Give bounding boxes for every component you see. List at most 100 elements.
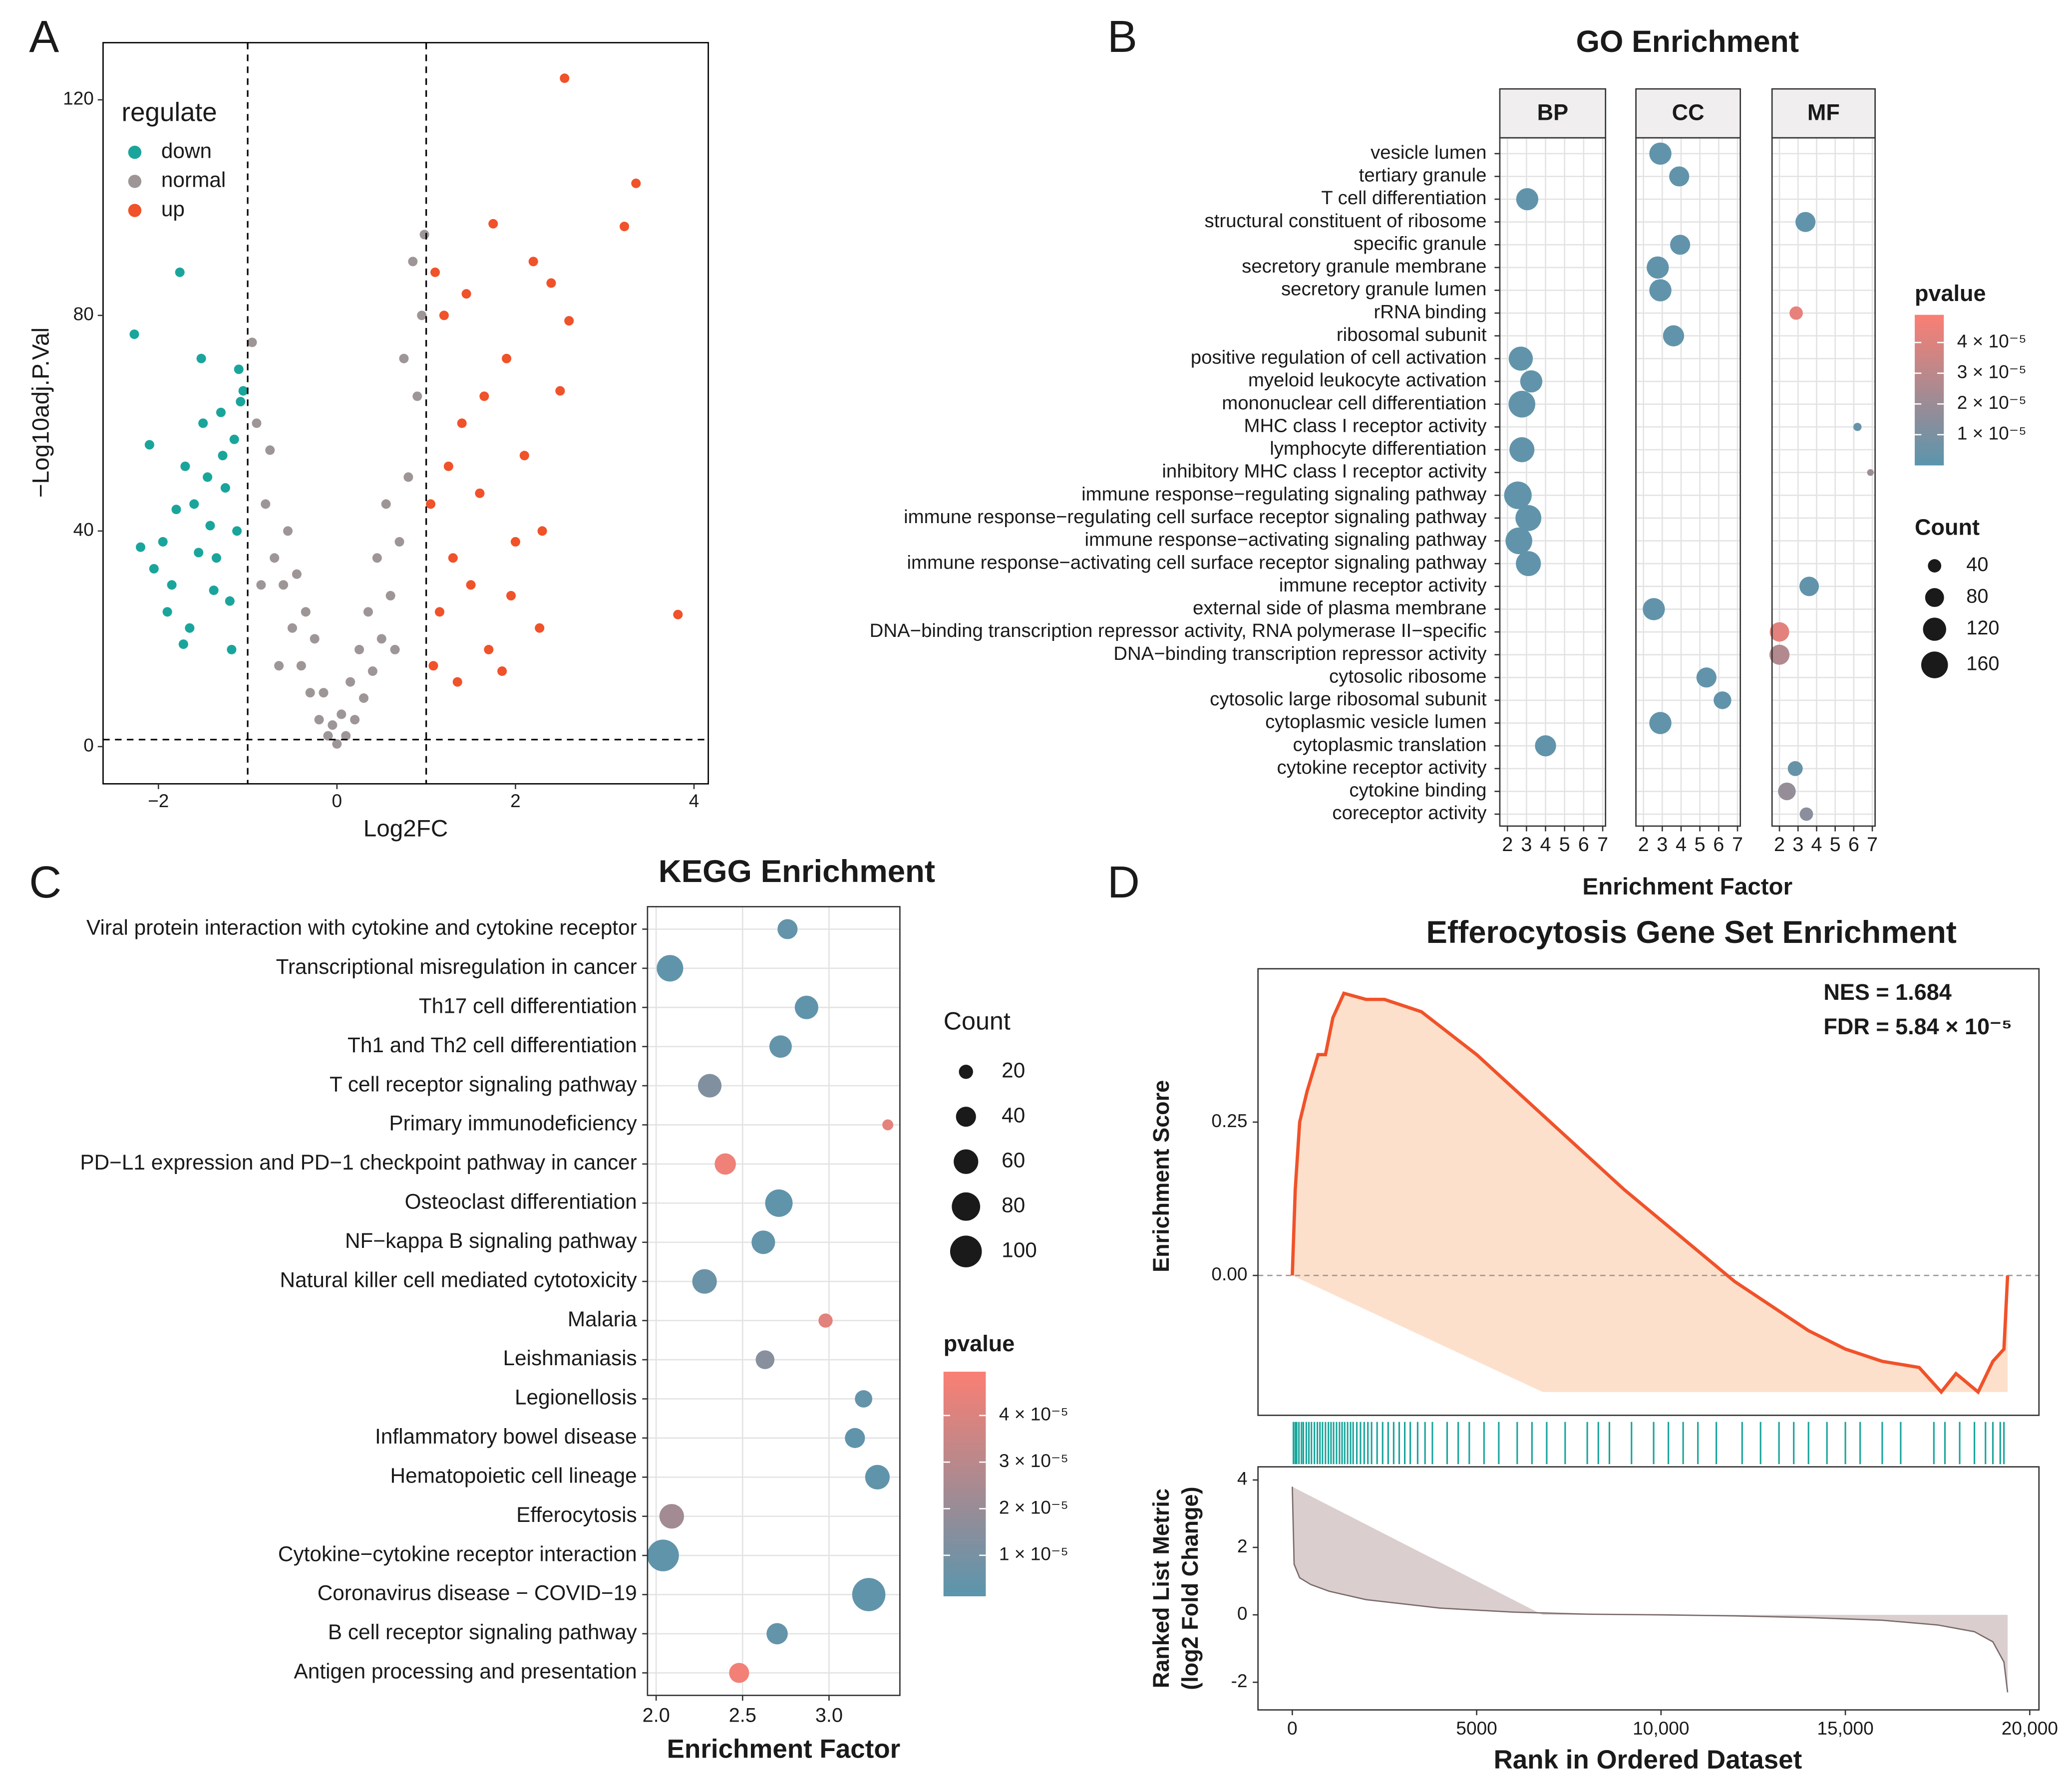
point [175, 267, 185, 278]
point [620, 222, 630, 232]
y-tick-label: immune response−regulating cell surface … [904, 506, 1487, 528]
dot [1520, 370, 1543, 393]
panel-letter: A [29, 12, 59, 62]
point [292, 569, 302, 579]
point [232, 526, 242, 536]
dot [865, 1465, 890, 1489]
point [497, 666, 507, 676]
dot [1649, 712, 1672, 734]
colorbar-label: 2 × 10⁻⁵ [1957, 392, 2027, 413]
y-tick-label: 4 [1237, 1468, 1248, 1489]
point [564, 316, 574, 326]
point [332, 739, 342, 749]
point [555, 386, 565, 396]
colorbar [1915, 314, 1944, 466]
y-tick-label: 40 [73, 519, 94, 540]
plot-frame [1257, 968, 2040, 1416]
y-tick-label: immune receptor activity [1279, 575, 1487, 596]
dot [882, 1119, 894, 1131]
facet-strip [1771, 88, 1876, 139]
dot [1853, 423, 1862, 431]
point [270, 553, 280, 563]
dot [1663, 325, 1685, 347]
y-tick-label: cytosolic ribosome [1329, 665, 1487, 687]
point [185, 623, 195, 633]
y-tick-label: Primary immunodeficiency [389, 1112, 637, 1135]
dot [845, 1428, 865, 1448]
legend-swatch [1925, 588, 1944, 607]
y-tick-label: cytokine receptor activity [1277, 757, 1487, 778]
x-tick-label: 20,000 [2002, 1718, 2058, 1739]
y-tick-label: 2 [1237, 1535, 1248, 1556]
y-tick-label: Th17 cell differentiation [419, 994, 637, 1017]
dot [1778, 782, 1796, 801]
y-tick-label: lymphocyte differentiation [1270, 438, 1486, 459]
dot [1504, 481, 1532, 509]
point [488, 219, 498, 229]
dot [765, 1189, 793, 1217]
x-tick-label: 15,000 [1817, 1718, 1873, 1739]
metric-area-shade [1292, 1486, 2008, 1693]
panel-letter: D [1107, 858, 1140, 907]
colorbar [943, 1372, 986, 1596]
point [256, 580, 266, 590]
y-tick-label: MHC class I receptor activity [1244, 415, 1487, 436]
metric-line [1292, 1486, 2009, 1693]
point [274, 661, 284, 671]
legend-swatch [128, 204, 142, 217]
chart-title: KEGG Enrichment [659, 854, 935, 889]
point [502, 353, 512, 363]
x-tick-label: 7 [1732, 834, 1743, 856]
y-tick-label: DNA−binding transcription repressor acti… [870, 620, 1487, 641]
annotation: NES = 1.684 [1823, 979, 1951, 1005]
x-tick-label: 4 [1676, 834, 1687, 856]
point [439, 310, 449, 320]
dot [1643, 598, 1665, 620]
point [390, 644, 400, 654]
facet-panel [1636, 138, 1740, 826]
dot [659, 1504, 684, 1529]
x-tick-label: 0 [1287, 1718, 1298, 1739]
y-tick-label: PD−L1 expression and PD−1 checkpoint pat… [80, 1151, 637, 1174]
y-tick-label: myeloid leukocyte activation [1248, 369, 1487, 391]
dot [714, 1153, 736, 1175]
point [178, 639, 188, 649]
y-tick-label: coreceptor activity [1332, 802, 1487, 824]
point [408, 257, 418, 267]
dot [852, 1578, 886, 1611]
x-tick-label: 4 [689, 790, 699, 811]
point [305, 688, 315, 698]
dot [766, 1623, 788, 1645]
colorbar-label: 3 × 10⁻⁵ [999, 1450, 1068, 1471]
facet-strip [1499, 88, 1607, 139]
point [328, 720, 338, 730]
y-tick-label: Natural killer cell mediated cytotoxicit… [280, 1268, 638, 1291]
x-tick-label: 3 [1792, 834, 1803, 856]
point [537, 526, 547, 536]
point [129, 329, 139, 339]
y-tick-label: cytoplasmic translation [1293, 734, 1487, 755]
point [319, 688, 329, 698]
dot [1789, 306, 1803, 320]
y-tick-label: Malaria [568, 1307, 637, 1331]
y-axis-label: −Log10adj.P.Val [27, 327, 54, 498]
dot [1799, 577, 1819, 596]
point [528, 257, 538, 267]
point [419, 230, 429, 240]
point [341, 731, 351, 741]
plot-bg [647, 906, 900, 1696]
point [385, 591, 395, 600]
y-tick-label: specific granule [1354, 233, 1487, 254]
legend-title: regulate [121, 97, 217, 127]
dot [657, 955, 684, 982]
y-tick-label: 0 [83, 735, 94, 756]
point [372, 553, 382, 563]
legend-label: 40 [1966, 554, 1988, 576]
point [171, 505, 181, 515]
x-tick-label: 5 [1695, 834, 1706, 856]
point [354, 644, 364, 654]
x-tick-label: 10,000 [1633, 1718, 1689, 1739]
point [412, 391, 422, 401]
point [211, 553, 222, 563]
